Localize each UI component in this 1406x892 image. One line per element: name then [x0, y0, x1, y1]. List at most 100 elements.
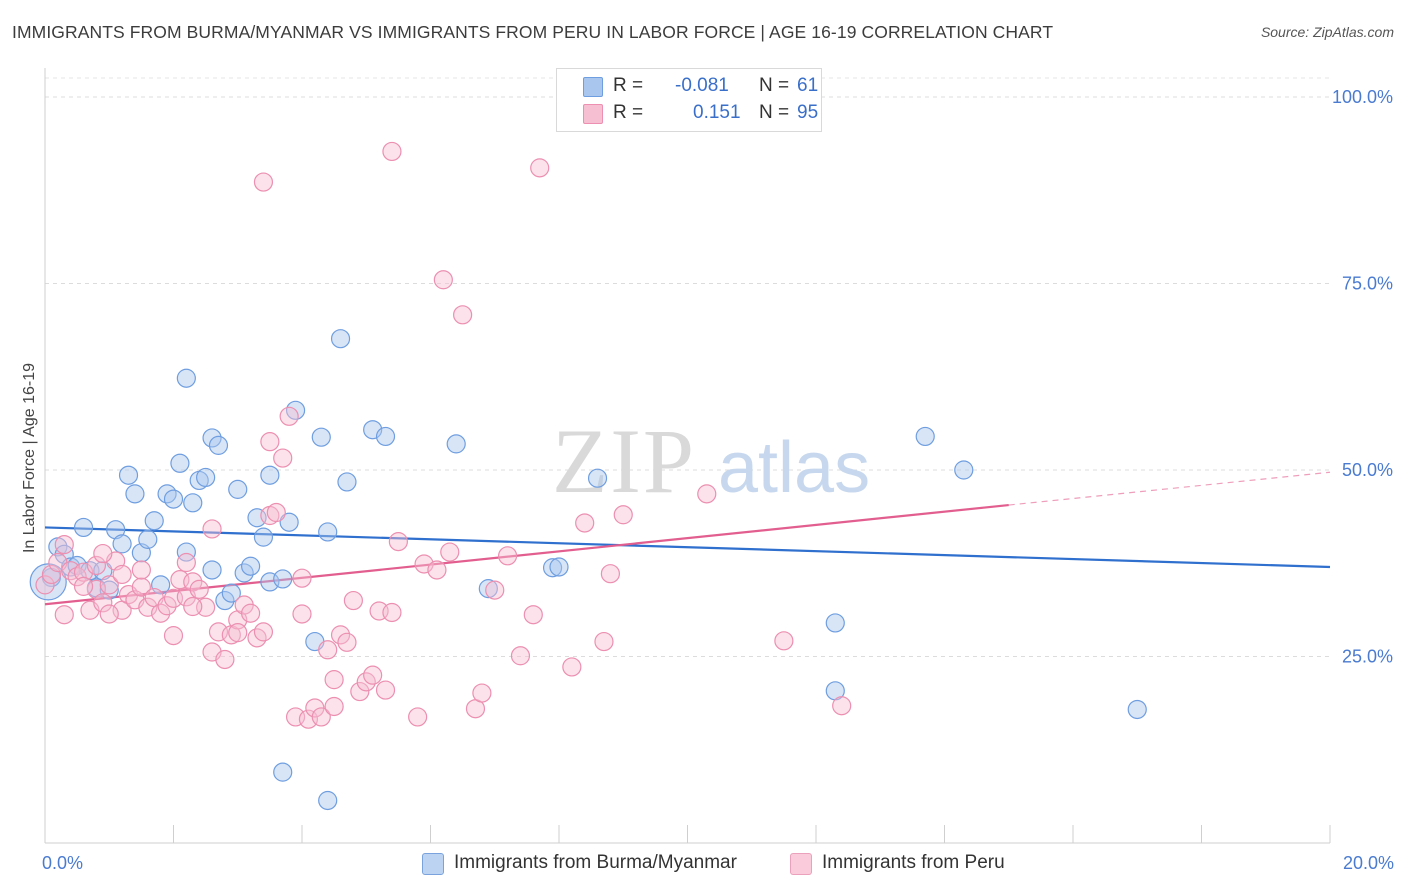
point-burma: [176, 542, 196, 562]
point-burma: [825, 613, 845, 633]
source-label: Source: ZipAtlas.com: [1260, 24, 1394, 40]
point-burma: [157, 484, 177, 504]
series-label-peru: Immigrants from Peru: [822, 852, 1005, 873]
point-burma: [542, 558, 563, 578]
point-peru: [86, 555, 107, 576]
point-peru: [292, 604, 312, 624]
point-peru: [241, 603, 261, 623]
point-burma: [106, 520, 126, 540]
point-burma: [202, 428, 222, 448]
point-burma: [208, 435, 229, 455]
point-peru: [157, 596, 177, 616]
watermark: ZIP atlas: [552, 410, 870, 512]
point-peru: [318, 640, 338, 660]
point-burma: [478, 579, 498, 599]
point-peru: [594, 631, 614, 652]
point-peru: [189, 579, 209, 599]
point-peru: [176, 552, 196, 573]
point-peru: [382, 602, 402, 623]
point-burma: [170, 453, 190, 473]
point-burma: [163, 489, 184, 509]
legend-n-value: 95: [797, 102, 819, 123]
point-burma: [73, 517, 94, 538]
point-peru: [498, 546, 518, 566]
point-peru: [523, 605, 543, 625]
point-peru: [382, 141, 402, 162]
point-burma: [273, 762, 293, 782]
point-peru: [266, 502, 286, 523]
point-peru: [388, 532, 408, 552]
legend-r-value: 0.151: [693, 102, 741, 123]
point-peru: [215, 649, 235, 670]
point-peru: [408, 707, 428, 727]
legend-swatch-peru: [583, 104, 603, 124]
point-peru: [600, 564, 621, 584]
trend-line-burma: [44, 526, 1331, 569]
point-peru: [530, 158, 550, 178]
point-peru: [832, 696, 852, 716]
y-axis-label: In Labor Force | Age 16-19: [21, 363, 38, 553]
point-burma: [125, 484, 145, 504]
point-peru: [330, 625, 351, 645]
scatter-points: [29, 92, 1147, 811]
trend-line-peru: [44, 503, 1009, 606]
point-peru: [343, 590, 363, 611]
point-burma: [202, 560, 222, 580]
point-peru: [151, 603, 171, 623]
point-peru: [453, 305, 473, 325]
point-peru: [774, 631, 794, 651]
point-peru: [363, 665, 383, 685]
point-peru: [697, 484, 717, 504]
point-peru: [440, 542, 460, 562]
point-peru: [433, 270, 453, 290]
point-peru: [292, 568, 312, 588]
point-peru: [253, 622, 274, 642]
point-peru: [131, 577, 151, 597]
point-peru: [183, 572, 203, 592]
point-peru: [202, 519, 222, 539]
watermark-zip: ZIP: [552, 410, 696, 512]
point-peru: [260, 432, 280, 452]
point-burma: [915, 426, 935, 447]
point-burma: [138, 529, 158, 549]
point-peru: [35, 575, 55, 595]
point-peru: [575, 513, 595, 533]
point-peru: [183, 596, 203, 617]
series-swatch-burma: [422, 853, 444, 875]
point-peru: [472, 683, 492, 703]
x-tick-label: 0.0%: [42, 853, 83, 873]
point-peru: [510, 646, 531, 666]
point-burma: [228, 479, 248, 499]
series-swatch-peru: [790, 853, 812, 875]
point-burma: [337, 472, 357, 492]
point-peru: [99, 604, 119, 624]
point-peru: [112, 564, 132, 585]
point-burma: [93, 561, 113, 581]
point-burma: [176, 368, 196, 388]
point-burma: [954, 460, 974, 480]
point-burma: [279, 512, 299, 532]
point-burma: [253, 527, 274, 547]
legend-r-label: R =: [613, 75, 644, 96]
point-peru: [562, 657, 582, 677]
point-burma: [330, 329, 351, 349]
point-peru: [613, 505, 633, 525]
point-peru: [253, 172, 274, 192]
point-peru: [73, 576, 94, 596]
y-tick-label: 25.0%: [1342, 647, 1393, 667]
point-peru: [324, 696, 344, 717]
point-peru: [427, 560, 447, 580]
watermark-atlas: atlas: [718, 428, 870, 508]
point-peru: [279, 406, 299, 426]
point-burma: [196, 467, 216, 488]
point-burma: [221, 583, 241, 603]
point-burma: [144, 511, 164, 531]
point-burma: [151, 575, 171, 595]
trend-lines: [44, 471, 1331, 606]
legend-n-label: N =: [759, 75, 790, 96]
point-peru: [41, 564, 62, 585]
point-burma: [318, 790, 338, 811]
point-peru: [228, 623, 248, 643]
axes: [44, 68, 1331, 844]
